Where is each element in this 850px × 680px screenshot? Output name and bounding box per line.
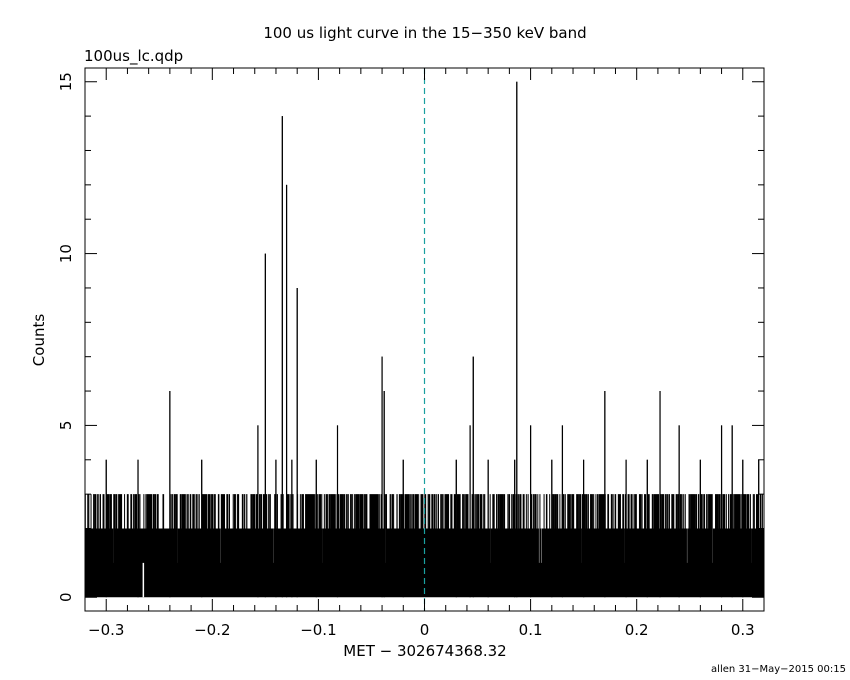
y-tick-label: 0 (57, 592, 75, 602)
y-tick-label: 15 (57, 72, 75, 91)
x-tick-label: 0.3 (731, 621, 755, 639)
x-tick-label: 0.2 (625, 621, 649, 639)
x-tick-label: 0 (420, 621, 430, 639)
chart-subtitle: 100us_lc.qdp (84, 47, 183, 66)
x-tick-label: 0.1 (519, 621, 543, 639)
x-axis-label: MET − 302674368.32 (343, 642, 506, 660)
footer-credit: allen 31−May−2015 00:15 (711, 664, 846, 675)
y-tick-label: 5 (57, 421, 75, 431)
y-axis-label: Counts (30, 314, 48, 367)
x-tick-label: −0.1 (300, 621, 336, 639)
y-tick-label: 10 (57, 244, 75, 263)
x-axis-ticks: −0.3 −0.2 −0.1 0 0.1 0.2 0.3 (84, 68, 765, 639)
x-tick-label: −0.2 (194, 621, 230, 639)
y-axis-ticks: 0 5 10 15 (57, 72, 764, 602)
chart-title: 100 us light curve in the 15−350 keV ban… (263, 24, 586, 42)
bars-group (84, 81, 765, 598)
x-tick-label: −0.3 (88, 621, 124, 639)
